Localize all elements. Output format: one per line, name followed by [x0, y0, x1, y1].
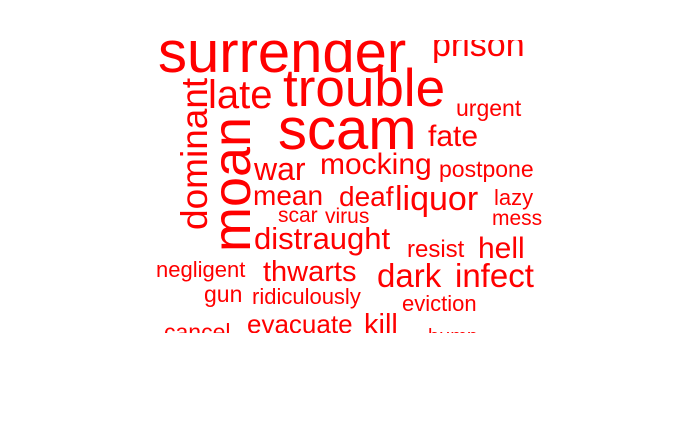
word-postpone: postpone — [439, 156, 534, 182]
word-infect: infect — [455, 257, 534, 294]
word-negligent: negligent — [156, 257, 246, 282]
word-hell: hell — [478, 232, 525, 265]
word-late: late — [208, 73, 273, 117]
word-mess: mess — [492, 207, 543, 230]
word-kill: kill — [364, 309, 398, 334]
word-gun: gun — [204, 281, 243, 307]
word-evacuate: evacuate — [247, 309, 353, 333]
word-distraught: distraught — [254, 221, 391, 256]
word-scam: scam — [278, 97, 417, 162]
word-prison: prison — [432, 40, 525, 64]
word-bump: bump — [428, 327, 478, 333]
word-deaf: deaf — [339, 181, 394, 212]
word-urgent: urgent — [456, 95, 522, 121]
word-virus: virus — [325, 205, 370, 228]
word-dark: dark — [377, 257, 442, 294]
word-mocking: mocking — [320, 148, 432, 181]
word-fate: fate — [428, 120, 479, 153]
word-thwarts: thwarts — [263, 256, 357, 288]
word-lazy: lazy — [494, 185, 534, 210]
word-cancel: cancel — [164, 319, 231, 334]
word-mean: mean — [253, 180, 324, 211]
word-surrender: surrender — [158, 40, 407, 85]
word-resist: resist — [407, 236, 465, 263]
word-trouble: trouble — [283, 59, 446, 118]
word-scar: scar — [278, 204, 318, 227]
word-cloud: surrender prison dominant late trouble u… — [150, 40, 550, 333]
word-ridiculously: ridiculously — [252, 284, 361, 309]
word-war: war — [254, 151, 306, 187]
word-moan: moan — [202, 116, 262, 252]
word-eviction: eviction — [402, 291, 477, 316]
word-liquor: liquor — [395, 180, 479, 218]
